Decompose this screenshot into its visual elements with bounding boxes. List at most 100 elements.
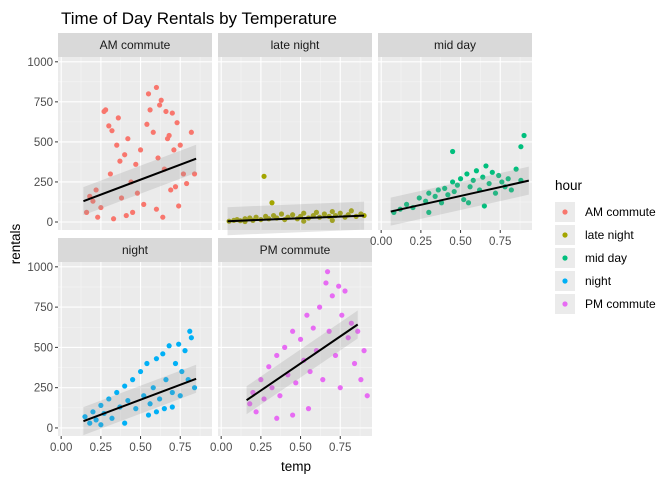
data-point bbox=[130, 377, 136, 383]
data-point bbox=[187, 328, 193, 334]
y-tick-label: 500 bbox=[34, 137, 53, 149]
data-point bbox=[301, 218, 307, 224]
data-point bbox=[432, 193, 438, 199]
x-tick-label: 0.00 bbox=[370, 236, 392, 248]
data-point bbox=[329, 293, 335, 299]
data-point bbox=[93, 417, 99, 423]
data-point bbox=[450, 148, 456, 155]
data-point bbox=[304, 312, 310, 318]
data-point bbox=[137, 368, 144, 375]
data-point bbox=[521, 132, 527, 139]
data-point bbox=[172, 184, 179, 190]
x-tick-label: 0.50 bbox=[289, 442, 311, 454]
data-point bbox=[499, 179, 505, 185]
data-point bbox=[489, 169, 495, 175]
facet-strip bbox=[218, 33, 372, 57]
data-point bbox=[122, 420, 128, 426]
data-point bbox=[106, 123, 112, 129]
facet-strip bbox=[58, 33, 212, 57]
data-point bbox=[435, 187, 441, 193]
facet-panel: AM commute bbox=[58, 33, 212, 230]
y-tick-label: 750 bbox=[34, 302, 53, 314]
data-point bbox=[176, 203, 182, 209]
data-point bbox=[266, 364, 272, 370]
data-point bbox=[293, 380, 299, 386]
data-point bbox=[282, 344, 288, 350]
data-point bbox=[464, 171, 470, 177]
data-point bbox=[169, 389, 175, 396]
data-point bbox=[342, 288, 348, 294]
data-point bbox=[122, 383, 128, 389]
data-point bbox=[361, 348, 367, 354]
data-point bbox=[457, 176, 464, 182]
data-point bbox=[518, 144, 524, 150]
data-point bbox=[321, 211, 327, 217]
data-point bbox=[157, 102, 163, 108]
data-point bbox=[364, 393, 370, 399]
data-point bbox=[179, 368, 185, 375]
data-point bbox=[117, 158, 123, 164]
trend-line bbox=[83, 377, 197, 423]
data-point bbox=[188, 129, 194, 135]
data-point bbox=[278, 211, 285, 217]
facet-strip-label: mid day bbox=[434, 38, 476, 52]
data-point bbox=[177, 393, 183, 399]
facet-strip bbox=[378, 33, 532, 57]
data-point bbox=[169, 404, 175, 410]
data-point bbox=[144, 121, 150, 127]
trend-line bbox=[390, 179, 530, 213]
data-point bbox=[274, 352, 280, 359]
facet-panels: AM commute late night mid day night PM commu… bbox=[58, 33, 532, 436]
data-point bbox=[133, 161, 139, 167]
data-point bbox=[403, 201, 410, 207]
data-point bbox=[467, 184, 473, 190]
facet-panel: night bbox=[58, 238, 212, 436]
data-point bbox=[160, 351, 166, 357]
data-point bbox=[191, 385, 198, 391]
data-point bbox=[176, 341, 182, 347]
x-tick-label: 0.75 bbox=[169, 442, 191, 454]
data-point bbox=[150, 129, 156, 135]
data-point bbox=[125, 397, 131, 404]
data-point bbox=[90, 409, 96, 415]
data-point bbox=[166, 132, 172, 139]
data-point bbox=[180, 171, 187, 177]
x-tick-label: 0.25 bbox=[250, 442, 272, 454]
data-point bbox=[98, 204, 104, 211]
data-point bbox=[317, 304, 323, 310]
data-point bbox=[106, 396, 112, 402]
y-axis-title: rentals bbox=[8, 223, 23, 264]
data-point bbox=[115, 115, 121, 121]
x-axis-title: temp bbox=[281, 459, 311, 474]
data-point bbox=[301, 210, 307, 216]
data-point bbox=[473, 168, 480, 174]
panel-background bbox=[378, 57, 532, 230]
data-point bbox=[107, 171, 113, 177]
legend-label: PM commute bbox=[585, 297, 656, 311]
trend-line bbox=[227, 214, 365, 223]
data-point bbox=[505, 176, 511, 182]
x-tick-label: 0.50 bbox=[449, 236, 471, 248]
legend-label: night bbox=[585, 274, 612, 288]
data-point bbox=[336, 283, 342, 289]
data-point bbox=[323, 280, 329, 286]
data-point bbox=[93, 187, 99, 193]
data-point bbox=[250, 389, 256, 396]
data-point bbox=[416, 195, 422, 201]
legend-marker bbox=[562, 209, 568, 215]
data-point bbox=[137, 147, 144, 153]
data-point bbox=[470, 177, 476, 183]
data-point bbox=[153, 206, 160, 212]
x-tick-label: 0.75 bbox=[489, 236, 511, 248]
data-point bbox=[166, 343, 172, 349]
data-point bbox=[188, 335, 194, 341]
trend-line bbox=[246, 323, 359, 402]
data-point bbox=[147, 401, 153, 407]
data-point bbox=[110, 216, 117, 222]
data-point bbox=[122, 152, 128, 158]
data-point bbox=[150, 385, 156, 391]
data-point bbox=[103, 107, 109, 113]
data-point bbox=[133, 406, 139, 412]
data-point bbox=[358, 377, 364, 383]
axes: 0 250 500 750 1000 0.00 0.25 0.50 0.75 0 250 500 750… bbox=[27, 57, 511, 454]
